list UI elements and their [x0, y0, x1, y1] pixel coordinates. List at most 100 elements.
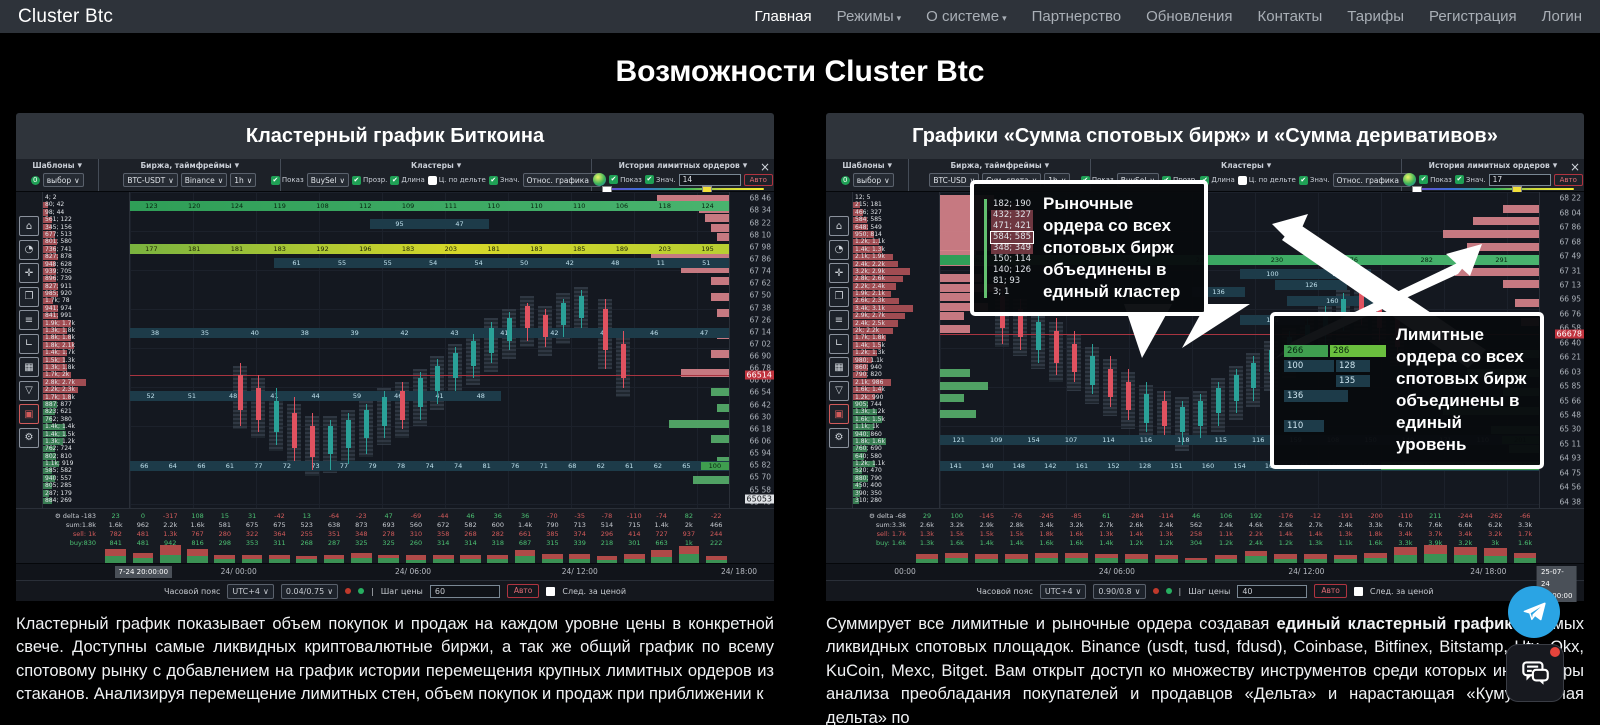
checkbox[interactable]: ✔: [390, 175, 400, 185]
checkbox-option[interactable]: ✔ Знач.: [1298, 175, 1330, 185]
exchange-icon[interactable]: ⌂: [829, 216, 849, 236]
dropdown-select[interactable]: BuySel∨: [306, 173, 349, 187]
candle-body: [1107, 368, 1113, 398]
scale-icon[interactable]: ∟: [829, 333, 849, 354]
crosshair-icon[interactable]: ✛: [19, 263, 39, 283]
nav-item-7[interactable]: Тарифы: [1347, 8, 1404, 25]
nav-item-2[interactable]: Режимы ▾: [836, 8, 902, 25]
copy-icon[interactable]: ❐: [829, 286, 849, 307]
footer-column: -74 1.4k 727 663: [648, 512, 675, 563]
checkbox-option[interactable]: ✔ Знач.: [644, 175, 676, 184]
dropdown-select[interactable]: 1h∨: [230, 173, 257, 187]
list-icon[interactable]: ≡: [19, 310, 39, 330]
gear-icon[interactable]: ⚙: [868, 512, 877, 520]
filter-icon[interactable]: ▽: [829, 380, 849, 401]
checkbox-option[interactable]: ✔Показ: [270, 175, 304, 185]
close-icon[interactable]: ×: [1569, 160, 1580, 174]
checkbox[interactable]: ✔: [1419, 175, 1429, 184]
nav-item-4[interactable]: Партнерство: [1031, 8, 1122, 25]
auto-button[interactable]: Авто: [506, 584, 540, 598]
checkbox[interactable]: [1237, 175, 1247, 185]
checkbox-option[interactable]: ✔ Знач.: [1454, 175, 1486, 184]
nav-item-5[interactable]: Обновления: [1146, 8, 1233, 25]
cluster-chart-screenshot[interactable]: × Шаблоны ▾ 0 выбор ∨ Биржа, таймфреймы ▾ BTC-US…: [16, 159, 774, 601]
trash-icon[interactable]: ▣: [829, 404, 849, 424]
follow-price-checkbox[interactable]: [1353, 586, 1363, 596]
dropdown-select[interactable]: выбор ∨: [852, 173, 894, 187]
checkbox[interactable]: ✔: [351, 175, 361, 185]
nav-item-8[interactable]: Регистрация: [1428, 8, 1517, 25]
filter-icon[interactable]: ▽: [19, 380, 39, 401]
nav-item-3[interactable]: О системе ▾: [926, 8, 1007, 25]
auto-button[interactable]: Авто: [1314, 584, 1347, 598]
value-input[interactable]: 14: [678, 173, 741, 186]
checkbox[interactable]: ✔: [644, 175, 654, 184]
scale-icon[interactable]: ∟: [19, 333, 39, 354]
delta-value: 211: [1429, 512, 1442, 520]
close-icon[interactable]: ×: [759, 160, 770, 174]
footer-label-buy: buy:830: [69, 539, 96, 547]
history-gradient-slider[interactable]: [1412, 186, 1574, 197]
chat-widget-button[interactable]: [1506, 644, 1564, 702]
copy-icon[interactable]: ❐: [19, 286, 39, 307]
brand-logo[interactable]: Cluster Btc: [18, 5, 114, 27]
ladder-bar: [853, 349, 878, 357]
chart-plot-area[interactable]: 123 120 124 119 108 112 109 111 110 110 110 106 118 1…: [130, 192, 729, 508]
timezone-select[interactable]: UTC+4 ∨: [1039, 583, 1087, 599]
dropdown-select[interactable]: Относ. графика∨: [1332, 173, 1412, 187]
checkbox-option[interactable]: ✔Прозр.: [351, 175, 387, 185]
dropdown-select[interactable]: Binance ∨: [180, 173, 228, 187]
dropdown-select[interactable]: выбор ∨: [42, 173, 84, 187]
gear-icon[interactable]: ⚙: [54, 512, 63, 520]
checkbox-option[interactable]: ✔Длина: [390, 175, 425, 185]
calendar-icon[interactable]: ▦: [19, 357, 39, 377]
volume-bar: [945, 553, 969, 563]
calendar-icon[interactable]: ▦: [829, 357, 849, 377]
checkbox-option[interactable]: Ц. по дельте: [427, 175, 486, 185]
checkbox-option[interactable]: ✔Показ: [609, 175, 642, 184]
checkbox[interactable]: ✔: [488, 175, 498, 185]
history-gradient-slider[interactable]: [602, 186, 764, 197]
checkbox[interactable]: ✔: [1454, 175, 1464, 184]
checkbox[interactable]: ✔: [1298, 175, 1308, 185]
trash-icon[interactable]: ▣: [19, 404, 39, 424]
buy-volume: [432, 559, 454, 563]
time-axis[interactable]: 25-07-24 00:00:00 00:00 24/ 06:00 24/ 12:00…: [826, 563, 1584, 602]
nav-item-6[interactable]: Контакты: [1257, 8, 1323, 25]
auto-button[interactable]: Авто: [1553, 173, 1583, 186]
nav-item-1[interactable]: Главная: [754, 8, 812, 25]
ladder-row: 2.6k; 2.3k: [853, 297, 939, 304]
dropdown-select[interactable]: Относ. графика∨: [522, 173, 602, 187]
checkbox[interactable]: [427, 175, 437, 185]
timezone-select[interactable]: UTC+4 ∨: [227, 583, 274, 599]
price-step-input[interactable]: 40: [1237, 584, 1308, 598]
price-axis-label: 67 26: [749, 315, 771, 325]
dropdown-select[interactable]: BTC-USDT ∨: [123, 173, 178, 187]
scale-select[interactable]: 0.04/0.75 ∨: [280, 583, 339, 599]
checkbox-option[interactable]: ✔ Знач.: [488, 175, 520, 185]
scale-select[interactable]: 0.90/0.8 ∨: [1093, 583, 1146, 599]
price-axis[interactable]: 68 22 68 04 67 86 67 68 67 49 67 31 67 13 66 95…: [1539, 192, 1584, 508]
settings-icon[interactable]: ⚙: [19, 427, 39, 448]
crosshair-icon[interactable]: ✛: [829, 263, 849, 283]
sum-chart-screenshot[interactable]: × Шаблоны ▾ 0 выбор ∨ Биржа, таймфреймы ▾ BTC-US…: [826, 159, 1584, 602]
ladder-bar: [853, 497, 860, 504]
value-input[interactable]: 17: [1488, 173, 1551, 186]
settings-icon[interactable]: ⚙: [829, 427, 849, 448]
exchange-icon[interactable]: ⌂: [19, 216, 39, 236]
time-axis[interactable]: 7-24 20:00:00 24/ 00:00 24/ 06:00 24/ 12:00…: [16, 563, 774, 580]
alerts-icon[interactable]: ◔: [19, 239, 39, 260]
list-icon[interactable]: ≡: [829, 310, 849, 330]
price-axis[interactable]: 68 46 68 34 68 22 68 10 67 98 67 86 67 74 67 62…: [729, 192, 774, 508]
follow-price-checkbox[interactable]: [546, 586, 556, 596]
auto-button[interactable]: Авто: [743, 173, 773, 186]
price-step-input[interactable]: 60: [429, 584, 500, 598]
checkbox[interactable]: ✔: [609, 175, 619, 184]
checkbox[interactable]: ✔: [270, 175, 280, 185]
alerts-icon[interactable]: ◔: [829, 239, 849, 260]
ladder-row: 1.2k; 990: [853, 394, 939, 401]
nav-item-9[interactable]: Логин: [1541, 8, 1582, 25]
checkbox-option[interactable]: ✔Показ: [1419, 175, 1452, 184]
checkbox-option[interactable]: Ц. по дельте: [1237, 175, 1296, 185]
telegram-button[interactable]: [1508, 586, 1560, 638]
